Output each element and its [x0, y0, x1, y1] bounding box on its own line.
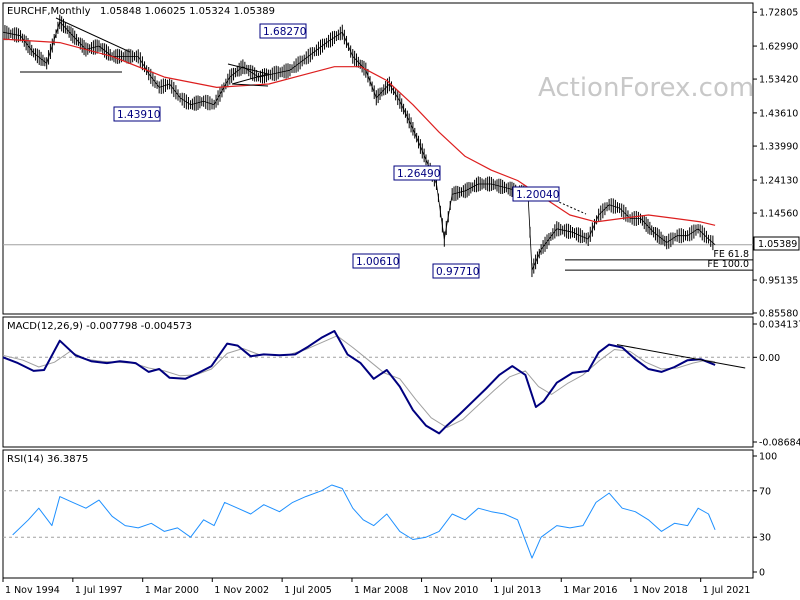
macd-axis-tick-label: 0.00: [759, 353, 780, 364]
price-annotation: 1.26490: [393, 165, 441, 181]
macd-main-line: [2, 330, 716, 435]
rsi-panel-frame: [2, 449, 754, 579]
time-tick-label: 1 Mar 2000: [145, 585, 199, 596]
price-series: [2, 14, 716, 278]
time-tick-label: 1 Jul 2005: [284, 585, 332, 596]
rsi-title: RSI(14) 36.3875: [7, 454, 88, 465]
price-tag-box: [753, 236, 800, 251]
price-annotation: 1.00610: [352, 253, 400, 269]
trendline-upper: [55, 17, 131, 53]
price-annotation: 1.20040: [512, 186, 560, 202]
time-tick-label: 1 Jul 1997: [75, 585, 123, 596]
moving-average-line: [2, 38, 716, 226]
price-annotation: 0.97710: [432, 263, 480, 279]
time-tick-label: 1 Nov 1994: [5, 585, 60, 596]
annotation-label: 1.20040: [516, 189, 559, 201]
time-tick-label: 1 Nov 2010: [424, 585, 479, 596]
annotation-label: 1.43910: [117, 109, 160, 121]
time-axis: 1 Nov 1994 1 Jul 1997 1 Mar 2000 1 Nov 2002…: [2, 578, 751, 596]
time-tick-label: 1 Mar 2016: [563, 585, 617, 596]
time-tick-label: 1 Jul 2021: [703, 585, 751, 596]
fe-level-label: FE 61.8: [713, 249, 749, 260]
fe-level-label: FE 100.0: [707, 259, 749, 270]
annotation-box: [393, 165, 441, 181]
time-tick-label: 1 Nov 2002: [214, 585, 269, 596]
ohlc-header: 1.05848 1.06025 1.05324 1.05389: [100, 6, 275, 17]
rsi-axis-tick-label: 100: [759, 452, 777, 463]
price-annotation: 1.43910: [113, 106, 161, 122]
annotation-box: [352, 253, 400, 269]
fe-levels: FE 61.8FE 100.0: [565, 249, 753, 271]
price-panel: ActionForex.com 1.72805 1.62990 1.53420 1.4…: [2, 2, 800, 320]
time-tick-label: 1 Mar 2008: [354, 585, 408, 596]
price-tag-label: 1.05389: [758, 239, 797, 250]
annotation-label: 1.68270: [263, 26, 306, 38]
annotation-box: [432, 263, 480, 279]
price-axis-tick-label: 0.95135: [759, 276, 798, 287]
price-axis-tick-label: 1.43610: [759, 108, 798, 119]
rsi-axis-tick-label: 30: [759, 533, 771, 544]
time-tick-label: 1 Jul 2013: [493, 585, 541, 596]
rsi-levels: [3, 490, 753, 538]
price-axis-tick-label: 1.14560: [759, 209, 798, 220]
annotation-box: [259, 23, 307, 39]
macd-title: MACD(12,26,9) -0.007798 -0.004573: [7, 321, 192, 332]
annotation-box: [113, 106, 161, 122]
price-axis-tick-label: 1.33990: [759, 142, 798, 153]
macd-trendline: [616, 344, 746, 369]
current-price-tag: 1.05389: [753, 236, 800, 251]
price-line: [2, 21, 716, 271]
macd-panel: 0.034137 0.00 -0.086849 MACD(12,26,9) -0.0…: [2, 316, 800, 449]
rsi-axis-tick-label: 0: [759, 568, 765, 579]
rsi-series: [12, 484, 716, 559]
rsi-line: [12, 484, 716, 559]
annotation-label: 1.00610: [356, 256, 399, 268]
macd-axis-tick-label: -0.086849: [759, 438, 800, 449]
macd-axis: 0.034137 0.00 -0.086849: [753, 320, 800, 449]
price-axis-tick-label: 1.72805: [759, 8, 798, 19]
annotation-label: 0.97710: [436, 266, 479, 278]
price-axis-tick-label: 0.85580: [759, 309, 798, 320]
price-annotations: 1.68270 1.43910 1.26490 1.20040 1.00610 0.977…: [113, 23, 560, 279]
price-annotation: 1.68270: [259, 23, 307, 39]
rsi-panel: 100 70 30 0 RSI(14) 36.3875: [2, 449, 777, 579]
watermark: ActionForex.com: [538, 73, 754, 103]
triangle-pattern-lines: [227, 63, 270, 87]
symbol-header: EURCHF,Monthly: [7, 6, 91, 17]
macd-panel-frame: [2, 316, 754, 448]
time-tick-label: 1 Nov 2018: [633, 585, 688, 596]
price-axis-tick-label: 1.53420: [759, 75, 798, 86]
annotation-box: [512, 186, 560, 202]
price-axis-tick-label: 1.24130: [759, 176, 798, 187]
macd-series: [2, 330, 746, 435]
pattern-lines: [20, 17, 587, 215]
annotation-label: 1.26490: [397, 168, 440, 180]
macd-axis-tick-label: 0.034137: [759, 320, 800, 331]
price-axis-tick-label: 1.62990: [759, 42, 798, 53]
rsi-axis-tick-label: 70: [759, 486, 771, 497]
price-axis: 1.72805 1.62990 1.53420 1.43610 1.33990 1.241…: [3, 8, 798, 320]
rsi-axis: 100 70 30 0: [753, 452, 777, 579]
